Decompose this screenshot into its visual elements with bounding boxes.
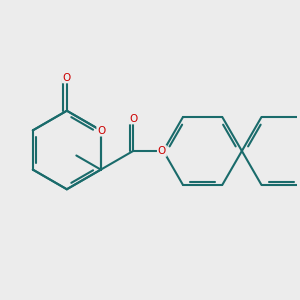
Text: O: O <box>97 126 106 136</box>
Text: O: O <box>129 113 137 124</box>
Text: O: O <box>158 146 166 156</box>
Text: O: O <box>63 73 71 82</box>
